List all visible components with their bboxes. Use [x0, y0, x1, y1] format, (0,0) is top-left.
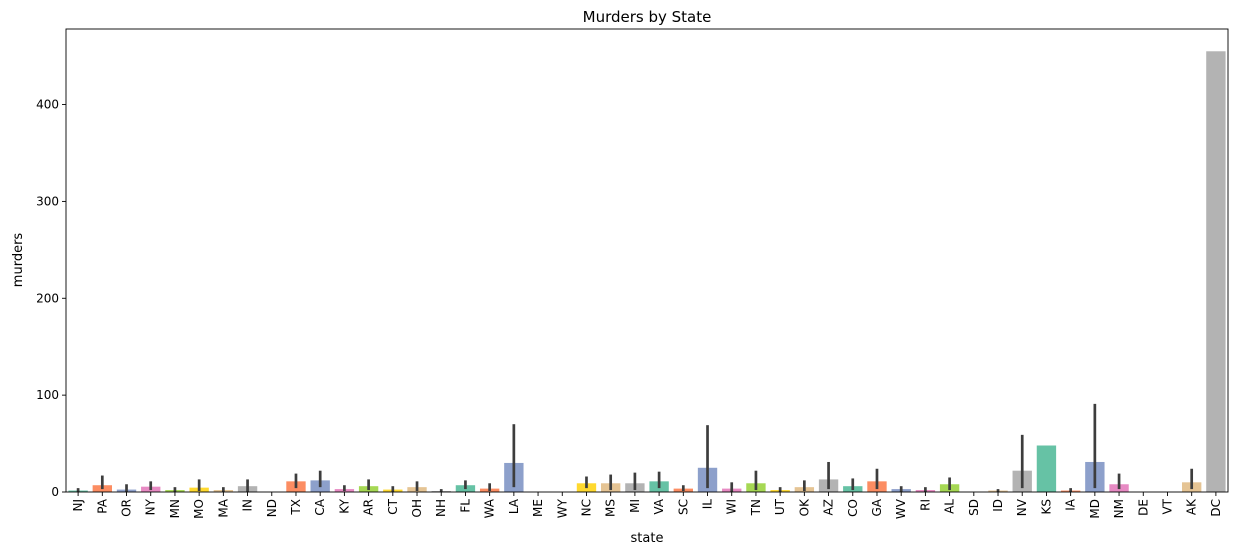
bar-DC [1206, 51, 1226, 492]
x-tick-label: WV [894, 498, 908, 519]
x-tick-label: MN [168, 499, 182, 518]
x-tick-label: KY [337, 498, 351, 513]
x-tick-label: IA [1064, 498, 1078, 511]
x-tick-label: MI [628, 499, 642, 513]
x-tick-label: CO [846, 499, 860, 517]
x-tick-label: RI [918, 499, 932, 511]
x-tick-label: DE [1136, 499, 1150, 516]
y-tick-label: 0 [51, 485, 59, 499]
x-axis-label: state [631, 531, 664, 546]
y-tick-label: 200 [36, 291, 59, 305]
x-tick-label: KS [1039, 499, 1053, 515]
x-tick-label: LA [507, 498, 521, 514]
y-tick-label: 100 [36, 388, 59, 402]
x-tick-label: AL [943, 499, 957, 514]
y-axis: 0 100 200 300 400 [36, 98, 66, 499]
x-tick-label: NH [434, 499, 448, 517]
x-axis: NJ PA OR NY MN MO MA IN ND TX CA KY AR CT OH NH FL WA LA ME… [71, 492, 1223, 519]
x-tick-label: NC [579, 499, 593, 516]
x-tick-label: MD [1088, 499, 1102, 519]
bars-layer [68, 51, 1226, 492]
x-tick-label: SD [967, 499, 981, 516]
x-tick-label: TN [749, 499, 763, 516]
chart-title: Murders by State [583, 8, 712, 26]
y-tick-label: 400 [36, 98, 59, 112]
x-tick-label: ID [991, 499, 1005, 512]
x-tick-label: GA [870, 498, 884, 516]
x-tick-label: CT [386, 498, 400, 514]
x-tick-label: WA [483, 498, 497, 518]
x-tick-label: IN [241, 499, 255, 512]
x-tick-label: PA [95, 498, 109, 513]
x-tick-label: NY [144, 498, 158, 515]
x-tick-label: NM [1112, 499, 1126, 518]
x-tick-label: WY [555, 498, 569, 518]
x-tick-label: NJ [71, 499, 85, 512]
x-tick-label: MS [604, 499, 618, 517]
x-tick-label: MA [216, 498, 230, 517]
x-tick-label: OH [410, 499, 424, 517]
errorbars-layer [76, 403, 1194, 492]
x-tick-label: FL [458, 499, 472, 513]
x-tick-label: VT [1160, 498, 1174, 514]
x-tick-label: OR [120, 499, 134, 517]
x-tick-label: MO [192, 499, 206, 519]
x-tick-label: ME [531, 499, 545, 517]
y-tick-label: 300 [36, 194, 59, 208]
x-tick-label: AK [1185, 498, 1199, 515]
x-tick-label: AZ [822, 499, 836, 515]
x-tick-label: CA [313, 498, 327, 515]
x-tick-label: UT [773, 498, 787, 515]
x-tick-label: NV [1015, 498, 1029, 516]
x-tick-label: TX [289, 499, 303, 516]
x-tick-label: OK [797, 498, 811, 516]
plot-frame [65, 28, 1229, 493]
x-tick-label: IL [701, 499, 715, 510]
x-tick-label: ND [265, 499, 279, 517]
x-tick-label: VA [652, 498, 666, 514]
y-axis-label: murders [11, 233, 26, 288]
x-tick-label: WI [725, 499, 739, 514]
x-tick-label: AR [362, 499, 376, 516]
x-tick-label: DC [1209, 499, 1223, 517]
bar-KS [1036, 445, 1057, 492]
x-tick-label: SC [676, 499, 690, 515]
